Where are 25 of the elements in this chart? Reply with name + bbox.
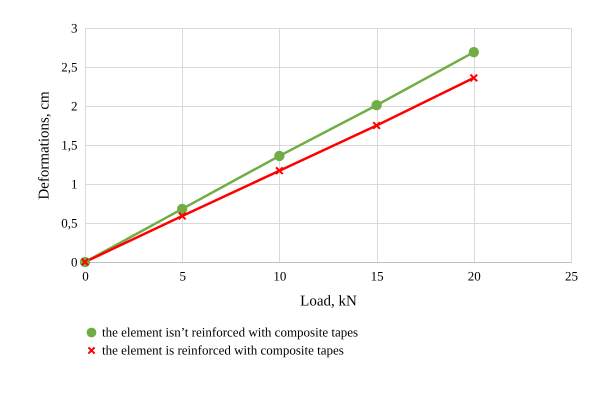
y-tick-label: 1,5 <box>61 138 78 152</box>
y-tick-label: 1 <box>71 176 78 192</box>
point <box>468 47 479 58</box>
point <box>274 150 285 162</box>
x-tick-label: 15 <box>370 268 384 284</box>
point <box>275 166 284 176</box>
x-tick-label: 25 <box>565 268 578 284</box>
point <box>177 204 188 214</box>
y-tick-label: 3 <box>71 20 78 36</box>
x-axis-title: Load, kN <box>300 294 357 310</box>
y-tick-label: 0,5 <box>61 216 78 230</box>
legend-label: the element isn’t reinforced with composite tapes <box>102 324 358 340</box>
y-axis-title: Deformations, cm <box>36 91 52 200</box>
point <box>178 212 187 220</box>
point <box>371 100 382 110</box>
y-tick-label: 0 <box>71 254 78 270</box>
point <box>372 121 381 130</box>
y-tick-label: 2,5 <box>61 60 78 74</box>
x-tick-label: 10 <box>273 268 286 284</box>
x-tick-label: 5 <box>179 268 186 284</box>
x-tick-label: 0 <box>82 268 89 284</box>
x-tick-label: 20 <box>468 268 481 284</box>
y-tick-label: 2 <box>71 98 78 114</box>
legend-label: the element is reinforced with composite tapes <box>102 342 344 358</box>
point <box>469 74 478 82</box>
